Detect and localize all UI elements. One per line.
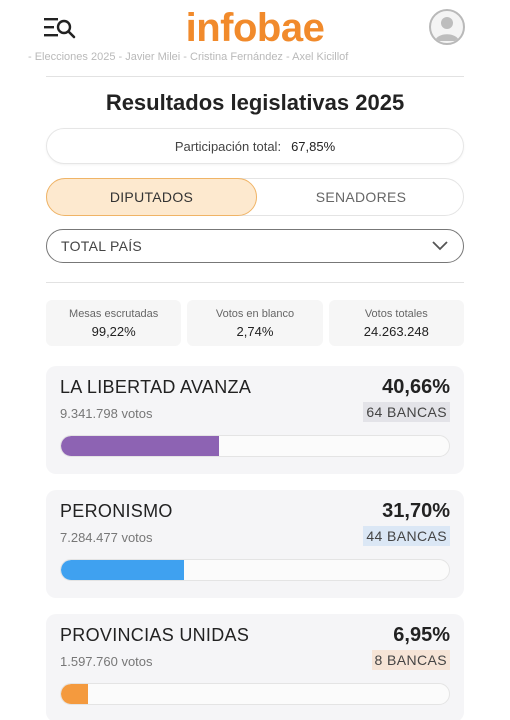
party-progress-fill xyxy=(61,560,184,580)
party-votes: 1.597.760 votos xyxy=(60,654,153,669)
stat-value: 2,74% xyxy=(236,323,274,339)
ticker-text: - Elecciones 2025 - Javier Milei - Crist… xyxy=(28,51,349,63)
party-percent: 6,95% xyxy=(393,624,450,646)
party-votes: 7.284.477 votos xyxy=(60,530,153,545)
divider xyxy=(46,76,464,77)
user-avatar-icon[interactable] xyxy=(429,9,465,45)
header: infobae xyxy=(0,0,510,56)
stat-label: Mesas escrutadas xyxy=(69,307,159,320)
party-card-la-libertad-avanza[interactable]: LA LIBERTAD AVANZA 40,66% 9.341.798 voto… xyxy=(46,366,464,474)
participation-label: Participación total: xyxy=(174,138,282,154)
divider xyxy=(46,282,464,283)
region-select-value: TOTAL PAÍS xyxy=(61,238,143,254)
party-card-provincias-unidas[interactable]: PROVINCIAS UNIDAS 6,95% 1.597.760 votos … xyxy=(46,614,464,720)
participation-box: Participación total: 67,85% xyxy=(46,128,464,164)
chevron-down-icon xyxy=(432,241,448,251)
stats-row: Mesas escrutadas 99,22% Votos en blanco … xyxy=(46,300,464,346)
party-percent: 31,70% xyxy=(382,500,450,522)
region-select[interactable]: TOTAL PAÍS xyxy=(46,229,464,263)
party-bancas: 44 BANCAS xyxy=(363,526,450,546)
tab-senadores[interactable]: SENADORES xyxy=(315,189,407,205)
stat-label: Votos en blanco xyxy=(215,307,295,320)
party-bancas: 64 BANCAS xyxy=(363,402,450,422)
party-progress-fill xyxy=(61,436,219,456)
tab-diputados[interactable]: DIPUTADOS xyxy=(46,178,257,216)
stat-mesas-escrutadas: Mesas escrutadas 99,22% xyxy=(46,300,182,346)
menu-search-icon[interactable] xyxy=(44,16,76,42)
stat-votos-en-blanco: Votos en blanco 2,74% xyxy=(187,300,323,346)
participation-value: 67,85% xyxy=(291,138,336,154)
party-name: LA LIBERTAD AVANZA xyxy=(60,377,252,397)
party-votes: 9.341.798 votos xyxy=(60,406,153,421)
party-progress-bar xyxy=(60,683,450,705)
party-progress-bar xyxy=(60,559,450,581)
site-logo[interactable]: infobae xyxy=(185,6,325,50)
stat-value: 24.263.248 xyxy=(363,323,429,339)
chamber-tabs: DIPUTADOS SENADORES xyxy=(46,178,464,216)
party-progress-bar xyxy=(60,435,450,457)
stat-votos-totales: Votos totales 24.263.248 xyxy=(328,300,464,346)
party-bancas: 8 BANCAS xyxy=(371,650,450,670)
party-name: PROVINCIAS UNIDAS xyxy=(60,625,250,645)
stat-value: 99,22% xyxy=(91,323,136,339)
party-card-peronismo[interactable]: PERONISMO 31,70% 7.284.477 votos 44 BANC… xyxy=(46,490,464,598)
party-name: PERONISMO xyxy=(60,501,173,521)
party-progress-fill xyxy=(61,684,88,704)
page-title: Resultados legislativas 2025 xyxy=(105,90,405,115)
party-percent: 40,66% xyxy=(382,376,450,398)
stat-label: Votos totales xyxy=(364,307,428,320)
news-ticker[interactable]: - Elecciones 2025 - Javier Milei - Crist… xyxy=(0,50,510,64)
